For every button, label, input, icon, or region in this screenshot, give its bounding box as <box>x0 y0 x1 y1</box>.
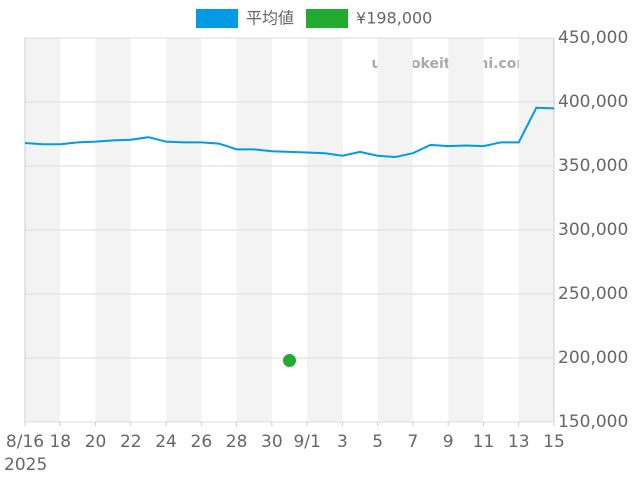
y-tick-label: 250,000 <box>558 284 628 304</box>
x-tick-label: 24 <box>155 432 177 452</box>
y-tick-label: 350,000 <box>558 156 628 176</box>
y-tick-label: 300,000 <box>558 220 628 240</box>
x-tick-label: 30 <box>261 432 283 452</box>
x-tick-label: 8/16 <box>6 432 44 452</box>
x-tick-label: 13 <box>508 432 530 452</box>
year-label: 2025 <box>4 455 47 475</box>
x-tick-label: 3 <box>337 432 348 452</box>
x-tick-label: 11 <box>473 432 495 452</box>
x-tick-label: 18 <box>49 432 71 452</box>
y-tick-label: 400,000 <box>558 92 628 112</box>
x-tick-label: 26 <box>191 432 213 452</box>
x-tick-label: 9 <box>443 432 454 452</box>
y-tick-label: 150,000 <box>558 412 628 432</box>
x-tick-label: 22 <box>120 432 142 452</box>
x-tick-label: 9/1 <box>293 432 320 452</box>
line <box>24 106 555 159</box>
x-tick-label: 28 <box>226 432 248 452</box>
dot <box>283 354 296 368</box>
legend-swatch <box>196 9 238 28</box>
y-tick-label: 450,000 <box>558 28 628 48</box>
y-tick-label: 200,000 <box>558 348 628 368</box>
x-tick-label: 7 <box>408 432 419 452</box>
x-tick-label: 15 <box>543 432 565 452</box>
x-tick-label: 20 <box>85 432 107 452</box>
legend-label: ¥198,000 <box>356 9 432 28</box>
legend-label: 平均値 <box>246 9 294 28</box>
x-tick-label: 5 <box>372 432 383 452</box>
legend-swatch <box>306 9 349 28</box>
